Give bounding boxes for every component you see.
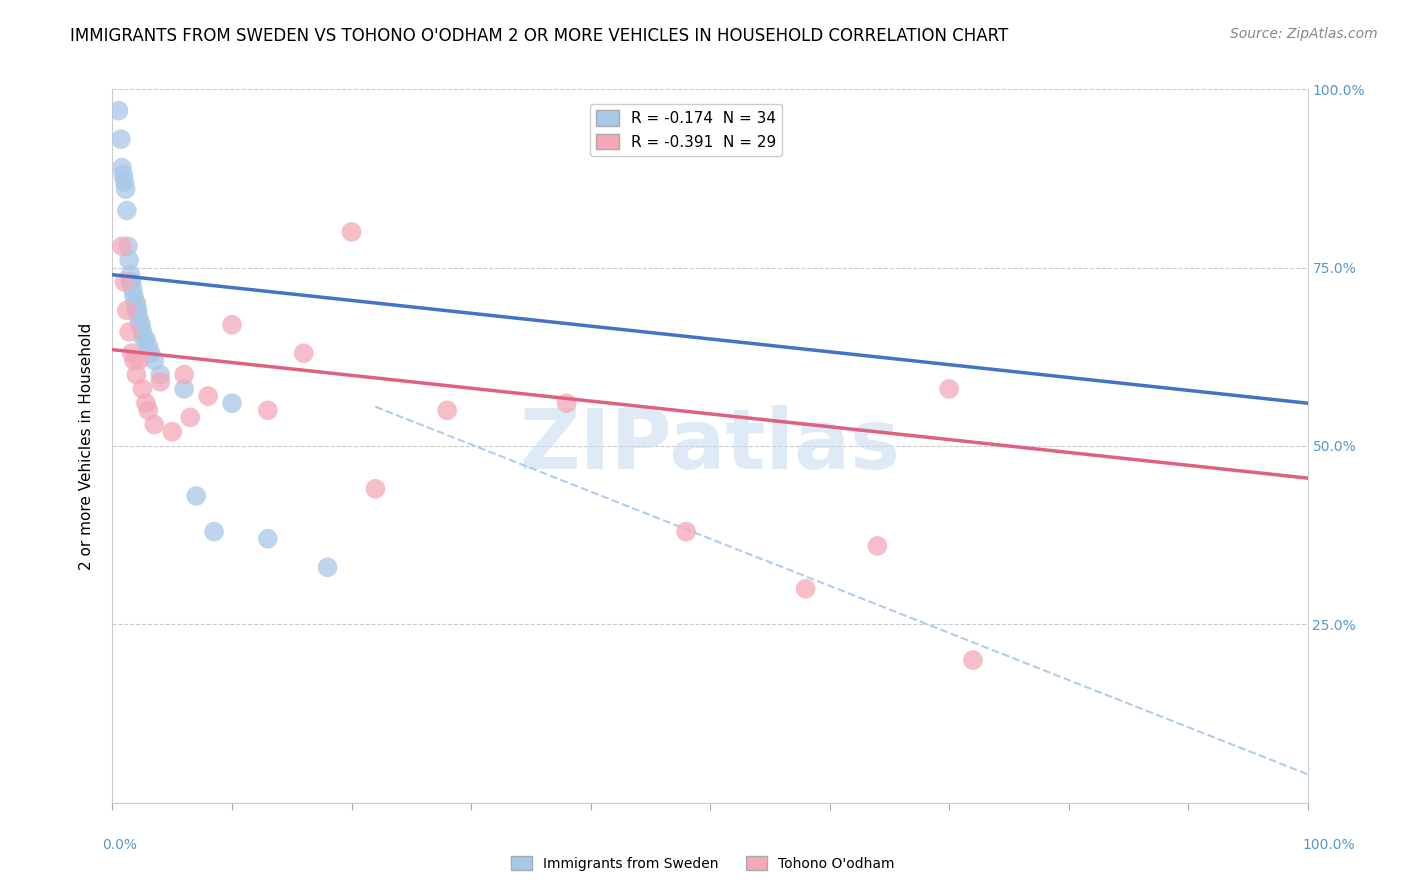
Point — [125, 368, 148, 382]
Point — [117, 239, 139, 253]
Legend: Immigrants from Sweden, Tohono O'odham: Immigrants from Sweden, Tohono O'odham — [506, 850, 900, 876]
Point — [127, 303, 149, 318]
Point — [122, 353, 145, 368]
Point — [120, 268, 142, 282]
Point — [121, 346, 143, 360]
Point — [221, 396, 243, 410]
Point — [162, 425, 183, 439]
Point — [186, 489, 208, 503]
Point — [111, 161, 134, 175]
Point — [114, 275, 135, 289]
Point — [107, 103, 129, 118]
Point — [132, 332, 155, 346]
Point — [118, 253, 141, 268]
Point — [866, 539, 889, 553]
Point — [122, 289, 145, 303]
Point — [121, 282, 143, 296]
Point — [257, 403, 280, 417]
Point — [115, 303, 138, 318]
Point — [135, 396, 157, 410]
Point — [143, 417, 166, 432]
Point — [121, 275, 143, 289]
Point — [129, 318, 152, 332]
Point — [112, 168, 135, 182]
Point — [197, 389, 219, 403]
Point — [340, 225, 363, 239]
Point — [794, 582, 817, 596]
Legend: R = -0.174  N = 34, R = -0.391  N = 29: R = -0.174 N = 34, R = -0.391 N = 29 — [591, 104, 782, 156]
Point — [114, 182, 136, 196]
Point — [125, 303, 148, 318]
Point — [202, 524, 225, 539]
Text: IMMIGRANTS FROM SWEDEN VS TOHONO O'ODHAM 2 OR MORE VEHICLES IN HOUSEHOLD CORRELA: IMMIGRANTS FROM SWEDEN VS TOHONO O'ODHAM… — [70, 27, 1008, 45]
Text: ZIPatlas: ZIPatlas — [520, 406, 900, 486]
Point — [179, 410, 201, 425]
Point — [124, 296, 146, 310]
Point — [131, 325, 153, 339]
Point — [118, 325, 141, 339]
Point — [675, 524, 697, 539]
Point — [131, 382, 153, 396]
Point — [110, 132, 132, 146]
Point — [149, 375, 172, 389]
Y-axis label: 2 or more Vehicles in Household: 2 or more Vehicles in Household — [79, 322, 94, 570]
Point — [938, 382, 960, 396]
Point — [436, 403, 458, 417]
Point — [111, 239, 134, 253]
Point — [257, 532, 280, 546]
Point — [149, 368, 172, 382]
Point — [138, 403, 160, 417]
Point — [138, 339, 160, 353]
Point — [125, 296, 148, 310]
Point — [221, 318, 243, 332]
Point — [129, 318, 152, 332]
Point — [114, 175, 135, 189]
Point — [128, 310, 150, 325]
Text: 0.0%: 0.0% — [103, 838, 136, 852]
Point — [143, 353, 166, 368]
Point — [292, 346, 315, 360]
Point — [135, 332, 157, 346]
Point — [173, 368, 195, 382]
Text: 100.0%: 100.0% — [1302, 838, 1355, 852]
Point — [364, 482, 387, 496]
Point — [316, 560, 339, 574]
Point — [120, 275, 142, 289]
Point — [139, 346, 162, 360]
Text: Source: ZipAtlas.com: Source: ZipAtlas.com — [1230, 27, 1378, 41]
Point — [555, 396, 578, 410]
Point — [115, 203, 138, 218]
Point — [128, 353, 150, 368]
Point — [173, 382, 195, 396]
Point — [962, 653, 984, 667]
